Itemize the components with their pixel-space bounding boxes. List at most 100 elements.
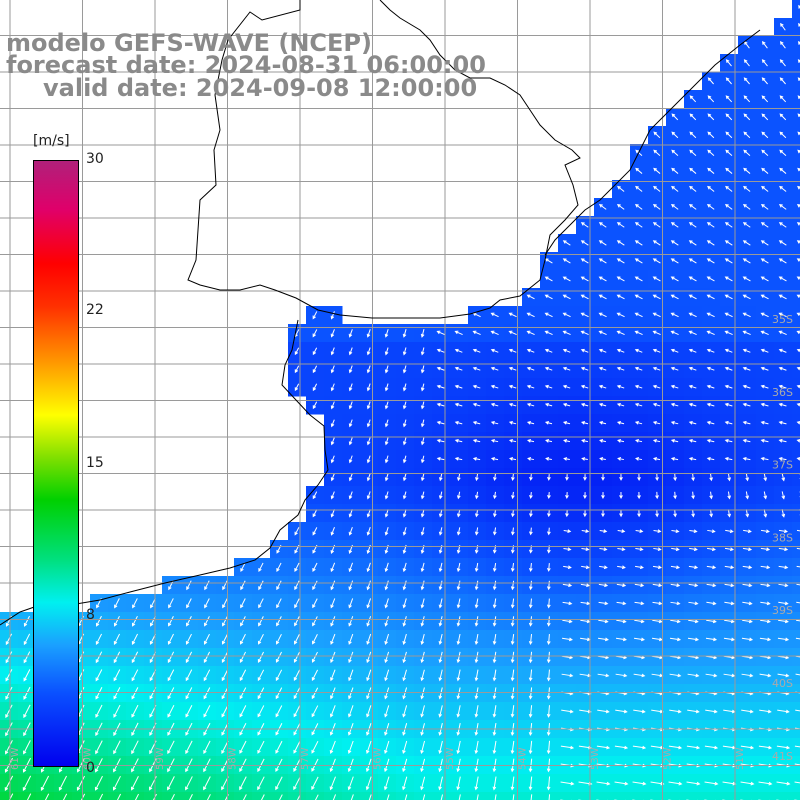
wind-arrow [781,509,786,518]
wind-arrow [275,776,283,791]
wind-arrow [616,601,627,606]
wind-arrow [742,402,751,407]
wind-arrow [221,705,229,718]
wind-cell [612,792,631,800]
wind-arrow [742,294,751,300]
wind-arrow [617,185,625,192]
wind-arrow [185,669,193,682]
wind-arrow [239,633,246,645]
wind-arrow [580,294,589,300]
wind-arrow [616,402,625,407]
wind-arrow [563,547,572,552]
wind-cell [792,72,800,91]
wind-arrow [761,113,769,121]
latitude-label: 38S [772,531,793,544]
wind-arrow [526,312,535,318]
wind-cell [792,162,800,181]
wind-arrow [330,311,335,320]
title-forecast-date: forecast date: 2024-08-31 06:00:00 [6,51,486,79]
wind-arrow [742,204,751,210]
wind-arrow [526,384,535,389]
wind-arrow [761,95,769,103]
wind-arrow [616,420,625,425]
wind-arrow [384,419,389,428]
wind-arrow [294,598,300,609]
wind-arrow [420,509,425,518]
wind-arrow [420,580,425,591]
wind-arrow [492,562,497,573]
wind-arrow [562,294,571,300]
wind-arrow [420,616,425,627]
wind-arrow [167,740,175,755]
wind-arrow [634,348,643,353]
wind-arrow [580,601,591,606]
wind-arrow [798,22,800,27]
wind-arrow [203,776,211,791]
wind-cell [684,792,703,800]
wind-arrow [275,633,282,645]
wind-arrow [366,651,372,664]
wind-arrow [420,365,425,374]
wind-arrow [562,348,571,353]
wind-arrow [402,616,407,627]
longitude-label: 54W [518,747,529,770]
wind-arrow [420,669,425,682]
wind-arrow [616,348,625,353]
wind-arrow [742,565,753,570]
wind-arrow [490,330,499,336]
wind-arrow [598,583,609,588]
latitude-labels: 35S 36S 37S 38S 39S 40S 41S [772,313,793,763]
wind-arrow [330,509,335,518]
wind-arrow [688,619,699,624]
wind-cell [792,18,800,37]
wind-arrow [402,705,408,718]
wind-arrow [474,651,479,664]
wind-cell [792,306,800,325]
wind-arrow [652,294,661,300]
wind-arrow [742,240,751,246]
wind-arrow [329,740,336,754]
wind-arrow [705,673,718,678]
wind-arrow [634,420,643,425]
wind-arrow [724,619,735,624]
wind-arrow [598,312,607,318]
wind-arrow [760,222,769,228]
wind-arrow [760,240,769,246]
wind-arrow [420,491,425,500]
wind-arrow [275,651,282,663]
wind-arrow [760,366,769,371]
wind-arrow [472,457,481,461]
wind-arrow [655,473,659,482]
wind-arrow [778,258,787,264]
wind-arrow [670,222,679,228]
wind-arrow [546,580,551,591]
wind-arrow [562,330,571,336]
wind-arrow [528,669,533,682]
wind-arrow [526,366,535,371]
wind-arrow [598,330,607,336]
wind-arrow [330,455,335,464]
wind-arrow [529,474,533,481]
wind-arrow [598,366,607,371]
wind-cell [792,36,800,55]
wind-arrow [472,384,481,389]
wind-arrow [778,619,789,624]
wind-arrow [796,420,800,425]
colorbar-tick-0: 0 [86,760,95,776]
wind-arrow [258,616,264,627]
wind-arrow [330,580,336,591]
wind-arrow [688,583,699,588]
wind-arrow [420,437,425,446]
wind-arrow [312,527,318,536]
wind-arrow [526,420,535,425]
wind-arrow [420,329,425,338]
wind-arrow [402,437,407,446]
wind-arrow [330,347,335,356]
wind-cell [432,792,451,800]
wind-arrow [492,633,497,645]
wind-arrow [614,745,629,750]
coastline-south [0,319,329,626]
wind-arrow [312,598,318,609]
wind-arrow [724,330,733,336]
wind-arrow [724,204,733,210]
